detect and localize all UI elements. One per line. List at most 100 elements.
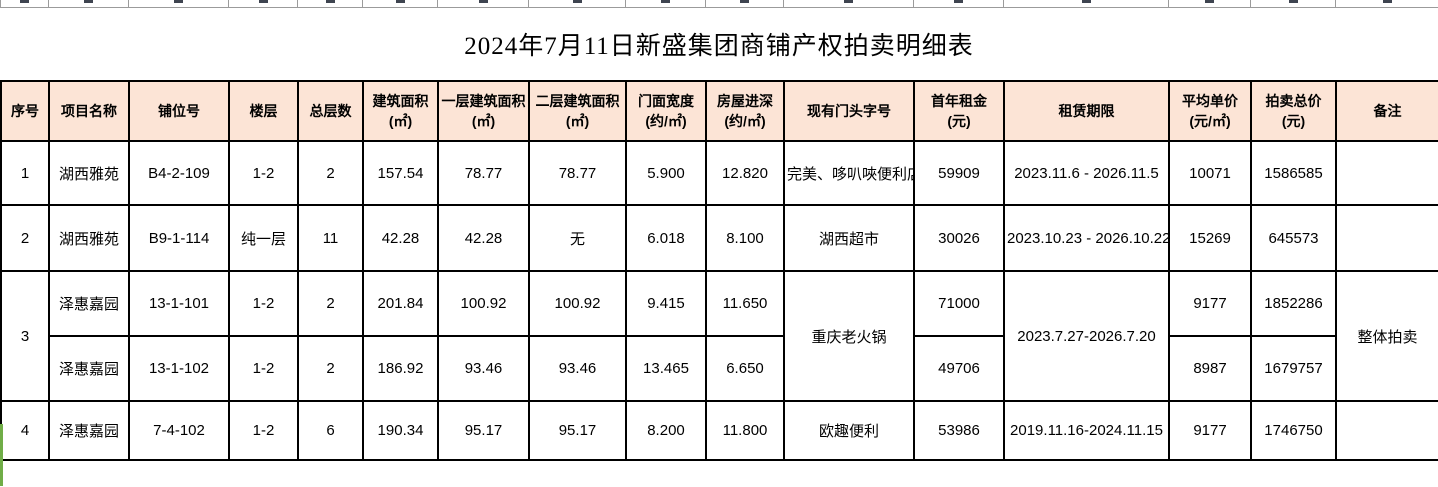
clipped-cell (297, 0, 363, 8)
header-label: 门面宽度 (638, 93, 694, 109)
sheet-title: 2024年7月11日新盛集团商铺产权拍卖明细表 (464, 33, 974, 60)
cell-house-depth[interactable]: 12.820 (705, 140, 785, 206)
col-header-first-year-rent[interactable]: 首年租金 (元) (913, 80, 1005, 142)
cell-total-floors[interactable]: 2 (297, 335, 364, 402)
col-header-remarks[interactable]: 备注 (1335, 80, 1438, 142)
col-header-lease-term[interactable]: 租赁期限 (1003, 80, 1170, 142)
cell-building-area[interactable]: 190.34 (362, 400, 439, 461)
cell-remarks[interactable] (1335, 140, 1438, 206)
cell-second-floor-area[interactable]: 95.17 (528, 400, 627, 461)
col-header-shop-sign[interactable]: 现有门头字号 (783, 80, 915, 142)
col-header-shop-number[interactable]: 铺位号 (128, 80, 230, 142)
clipped-text-mark (740, 0, 749, 3)
cell-shop-number[interactable]: 13-1-101 (128, 270, 230, 337)
row-accent-marker (0, 424, 3, 486)
cell-avg-unit-price[interactable]: 9177 (1168, 270, 1252, 337)
cell-total-floors[interactable]: 6 (297, 400, 364, 461)
col-header-project-name[interactable]: 项目名称 (48, 80, 130, 142)
cell-shop-sign[interactable]: 重庆老火锅 (783, 270, 915, 402)
cell-second-floor-area[interactable]: 无 (528, 204, 627, 272)
cell-serial[interactable]: 3 (0, 270, 50, 402)
cell-facade-width[interactable]: 8.200 (625, 400, 707, 461)
cell-shop-sign[interactable]: 湖西超市 (783, 204, 915, 272)
cell-project-name[interactable]: 湖西雅苑 (48, 204, 130, 272)
cell-second-floor-area[interactable]: 93.46 (528, 335, 627, 402)
cell-auction-total-price[interactable]: 1746750 (1250, 400, 1337, 461)
cell-house-depth[interactable]: 8.100 (705, 204, 785, 272)
cell-first-year-rent[interactable]: 71000 (913, 270, 1005, 337)
col-header-house-depth[interactable]: 房屋进深 (约/㎡) (705, 80, 785, 142)
cell-avg-unit-price[interactable]: 9177 (1168, 400, 1252, 461)
cell-floor[interactable]: 1-2 (228, 140, 299, 206)
cell-lease-term[interactable]: 2019.11.16-2024.11.15 (1003, 400, 1170, 461)
col-header-auction-total-price[interactable]: 拍卖总价 (元) (1250, 80, 1337, 142)
cell-lease-term[interactable]: 2023.11.6 - 2026.11.5 (1003, 140, 1170, 206)
cell-first-floor-area[interactable]: 100.92 (437, 270, 530, 337)
cell-remarks[interactable]: 整体拍卖 (1335, 270, 1438, 402)
cell-floor[interactable]: 1-2 (228, 400, 299, 461)
cell-total-floors[interactable]: 2 (297, 140, 364, 206)
cell-floor[interactable]: 1-2 (228, 270, 299, 337)
cell-serial[interactable]: 2 (0, 204, 50, 272)
cell-floor[interactable]: 纯一层 (228, 204, 299, 272)
cell-total-floors[interactable]: 2 (297, 270, 364, 337)
cell-second-floor-area[interactable]: 100.92 (528, 270, 627, 337)
col-header-building-area[interactable]: 建筑面积 (㎡) (362, 80, 439, 142)
cell-serial[interactable]: 1 (0, 140, 50, 206)
cell-first-year-rent[interactable]: 53986 (913, 400, 1005, 461)
cell-first-floor-area[interactable]: 78.77 (437, 140, 530, 206)
cell-project-name[interactable]: 泽惠嘉园 (48, 335, 130, 402)
cell-auction-total-price[interactable]: 1679757 (1250, 335, 1337, 402)
cell-lease-term[interactable]: 2023.7.27-2026.7.20 (1003, 270, 1170, 402)
cell-facade-width[interactable]: 5.900 (625, 140, 707, 206)
cell-building-area[interactable]: 42.28 (362, 204, 439, 272)
cell-shop-number[interactable]: 7-4-102 (128, 400, 230, 461)
cell-lease-term[interactable]: 2023.10.23 - 2026.10.22 (1003, 204, 1170, 272)
col-header-avg-unit-price[interactable]: 平均单价 (元/㎡) (1168, 80, 1252, 142)
cell-shop-number[interactable]: 13-1-102 (128, 335, 230, 402)
cell-facade-width[interactable]: 9.415 (625, 270, 707, 337)
cell-total-floors[interactable]: 11 (297, 204, 364, 272)
cell-facade-width[interactable]: 6.018 (625, 204, 707, 272)
cell-remarks[interactable] (1335, 400, 1438, 461)
cell-project-name[interactable]: 泽惠嘉园 (48, 270, 130, 337)
cell-project-name[interactable]: 泽惠嘉园 (48, 400, 130, 461)
col-header-serial[interactable]: 序号 (0, 80, 50, 142)
cell-house-depth[interactable]: 6.650 (705, 335, 785, 402)
cell-auction-total-price[interactable]: 645573 (1250, 204, 1337, 272)
cell-avg-unit-price[interactable]: 10071 (1168, 140, 1252, 206)
cell-first-year-rent[interactable]: 30026 (913, 204, 1005, 272)
cell-shop-number[interactable]: B9-1-114 (128, 204, 230, 272)
cell-auction-total-price[interactable]: 1852286 (1250, 270, 1337, 337)
cell-shop-sign[interactable]: 完美、哆叭唊便利店 (783, 140, 915, 206)
cell-building-area[interactable]: 186.92 (362, 335, 439, 402)
auction-detail-table: 序号 项目名称 铺位号 楼层 总层数 建筑面积 (㎡) 一层建筑面积 (㎡) 二层建… (0, 80, 1438, 461)
cell-auction-total-price[interactable]: 1586585 (1250, 140, 1337, 206)
cell-shop-sign[interactable]: 欧趣便利 (783, 400, 915, 461)
col-header-floor[interactable]: 楼层 (228, 80, 299, 142)
cell-avg-unit-price[interactable]: 8987 (1168, 335, 1252, 402)
cell-first-floor-area[interactable]: 42.28 (437, 204, 530, 272)
cell-remarks[interactable] (1335, 204, 1438, 272)
cell-building-area[interactable]: 157.54 (362, 140, 439, 206)
col-header-second-floor-area[interactable]: 二层建筑面积 (㎡) (528, 80, 627, 142)
cell-house-depth[interactable]: 11.650 (705, 270, 785, 337)
cell-house-depth[interactable]: 11.800 (705, 400, 785, 461)
cell-first-year-rent[interactable]: 49706 (913, 335, 1005, 402)
col-header-first-floor-area[interactable]: 一层建筑面积 (㎡) (437, 80, 530, 142)
cell-second-floor-area[interactable]: 78.77 (528, 140, 627, 206)
col-header-total-floors[interactable]: 总层数 (297, 80, 364, 142)
cell-first-floor-area[interactable]: 95.17 (437, 400, 530, 461)
cell-project-name[interactable]: 湖西雅苑 (48, 140, 130, 206)
cell-avg-unit-price[interactable]: 15269 (1168, 204, 1252, 272)
clipped-cell (0, 0, 49, 8)
cell-shop-number[interactable]: B4-2-109 (128, 140, 230, 206)
cell-floor[interactable]: 1-2 (228, 335, 299, 402)
cell-facade-width[interactable]: 13.465 (625, 335, 707, 402)
cell-first-year-rent[interactable]: 59909 (913, 140, 1005, 206)
cell-building-area[interactable]: 201.84 (362, 270, 439, 337)
cell-first-floor-area[interactable]: 93.46 (437, 335, 530, 402)
col-header-facade-width[interactable]: 门面宽度 (约/㎡) (625, 80, 707, 142)
cell-serial[interactable]: 4 (0, 400, 50, 461)
clipped-cell (362, 0, 438, 8)
